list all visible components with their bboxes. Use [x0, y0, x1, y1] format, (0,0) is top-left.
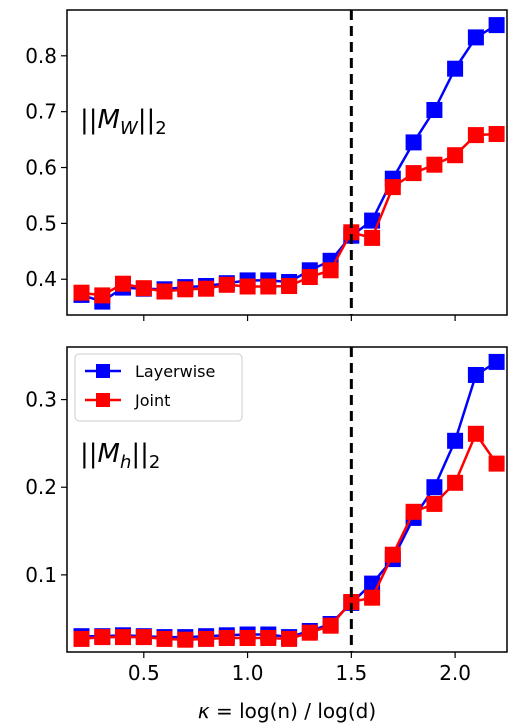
bottom-plot-area — [73, 347, 505, 652]
legend-label-joint: Joint — [134, 391, 170, 410]
bottom-axes-frame — [66, 346, 508, 653]
bottom-point-joint — [301, 624, 318, 641]
bottom-point-layerwise — [467, 367, 484, 383]
top-point-joint — [343, 224, 360, 241]
top-point-joint — [384, 179, 401, 196]
top-point-layerwise — [467, 29, 484, 46]
top-point-joint — [198, 280, 215, 297]
top-point-joint — [156, 283, 173, 300]
bottom-x-axis: 0.5 1.0 1.5 2.0 — [128, 652, 471, 685]
top-point-joint — [447, 147, 464, 164]
top-point-joint — [467, 127, 484, 144]
legend-marker-joint — [96, 393, 110, 407]
top-point-joint — [488, 126, 505, 142]
bottom-point-joint — [239, 630, 256, 646]
top-point-layerwise — [405, 134, 422, 151]
bottom-point-joint — [156, 630, 173, 647]
bottom-point-joint — [426, 495, 443, 512]
top-point-layerwise — [447, 60, 464, 77]
bottom-point-joint — [73, 630, 90, 647]
top-y-tick-label: 0.8 — [25, 44, 57, 68]
top-y-tick-label: 0.6 — [25, 156, 57, 180]
bottom-point-joint — [384, 546, 401, 563]
x-tick-label: 1.0 — [232, 661, 264, 685]
top-panel-annotation: ||MW||2 — [80, 105, 167, 139]
bottom-point-joint — [467, 425, 484, 442]
bottom-point-joint — [135, 629, 152, 646]
legend: Layerwise Joint — [74, 353, 243, 422]
bottom-point-joint — [218, 630, 235, 646]
x-tick-label: 2.0 — [439, 661, 471, 685]
top-plot-area — [73, 10, 505, 315]
top-x-ticks — [143, 315, 456, 321]
top-point-joint — [426, 156, 443, 173]
bottom-y-tick-label: 0.2 — [25, 475, 57, 499]
legend-entry-layerwise: Layerwise — [85, 362, 215, 381]
top-point-joint — [260, 278, 277, 295]
top-axes-frame — [66, 9, 508, 316]
bottom-point-layerwise — [426, 479, 443, 496]
bottom-point-joint — [115, 629, 131, 646]
bottom-point-layerwise — [488, 353, 505, 370]
top-point-joint — [405, 165, 422, 182]
bottom-y-tick-label: 0.3 — [25, 388, 57, 412]
top-y-axis: 0.4 0.5 0.6 0.7 0.8 — [25, 44, 67, 291]
legend-label-layerwise: Layerwise — [135, 362, 215, 381]
top-point-layerwise — [426, 102, 443, 118]
legend-marker-layerwise — [96, 364, 110, 378]
top-point-joint — [177, 281, 194, 298]
bottom-point-joint — [177, 631, 194, 648]
top-point-layerwise — [364, 212, 381, 229]
bottom-point-layerwise — [447, 432, 464, 449]
bottom-panel: 0.1 0.2 0.3 0.5 1.0 1.5 2.0 ||Mh||2 Layerwise… — [25, 346, 508, 685]
bottom-point-joint — [343, 594, 360, 610]
bottom-point-joint — [364, 589, 381, 606]
top-point-layerwise — [488, 17, 505, 34]
top-point-joint — [322, 262, 339, 279]
top-point-joint — [364, 229, 381, 246]
bottom-point-joint — [281, 630, 298, 647]
top-point-joint — [239, 278, 256, 295]
top-y-tick-label: 0.7 — [25, 100, 57, 124]
bottom-panel-annotation: ||Mh||2 — [80, 439, 160, 473]
bottom-y-tick-label: 0.1 — [25, 563, 57, 587]
top-point-joint — [301, 269, 318, 285]
legend-entry-joint: Joint — [85, 391, 170, 410]
top-point-joint — [94, 287, 111, 304]
x-axis-label: κ = log(n) / log(d) — [198, 699, 376, 723]
bottom-point-joint — [322, 617, 339, 634]
top-point-joint — [281, 278, 298, 294]
top-point-joint — [218, 276, 235, 293]
top-y-tick-label: 0.5 — [25, 211, 57, 235]
top-point-joint — [73, 284, 90, 301]
bottom-point-joint — [488, 455, 505, 472]
bottom-point-joint — [94, 629, 111, 646]
bottom-point-joint — [260, 630, 277, 646]
top-panel: 0.4 0.5 0.6 0.7 0.8 ||MW||2 — [25, 9, 508, 321]
x-tick-label: 1.5 — [335, 661, 367, 685]
top-y-tick-label: 0.4 — [25, 267, 57, 291]
bottom-point-joint — [405, 503, 422, 520]
bottom-y-axis: 0.1 0.2 0.3 — [25, 388, 67, 587]
top-point-joint — [135, 280, 152, 297]
top-point-joint — [115, 275, 131, 292]
bottom-point-joint — [198, 630, 215, 647]
bottom-point-joint — [447, 474, 464, 491]
x-tick-label: 0.5 — [128, 661, 160, 685]
